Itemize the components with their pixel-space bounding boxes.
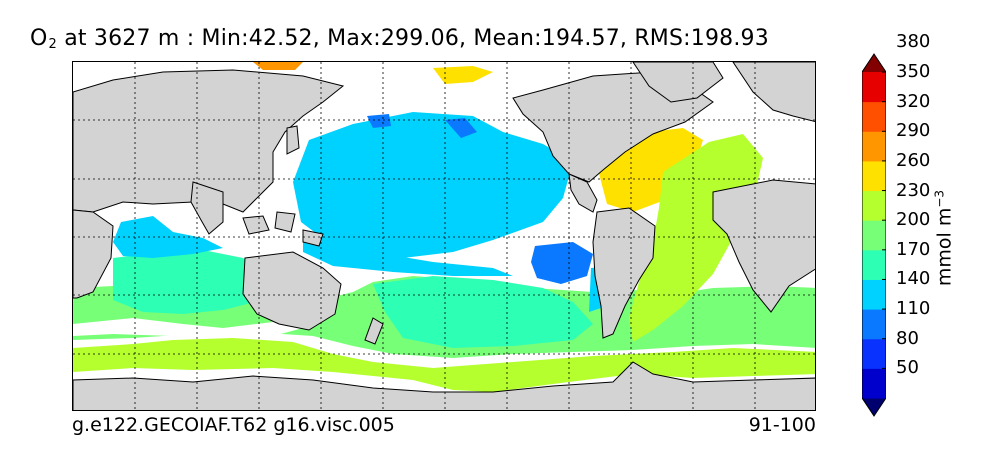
landmass-arctic-europe	[732, 62, 815, 123]
land-masses	[73, 62, 815, 410]
landmass-africa-east	[712, 179, 815, 313]
colorbar-tick-label: 230	[896, 179, 931, 201]
east-pacific-blue	[531, 242, 593, 284]
colorbar-extend-max	[862, 54, 886, 72]
title-variable: O	[30, 26, 48, 51]
case-name-label: g.e122.GECOIAF.T62 g16.visc.005	[72, 414, 395, 436]
plot-title: O2 at 3627 m : Min:42.52, Max:299.06, Me…	[30, 26, 769, 52]
landmass-africa-west	[73, 209, 114, 299]
colorbar	[862, 53, 886, 417]
landmass-greenland	[632, 62, 724, 103]
colorbar-tick-label: 380	[896, 31, 931, 53]
colorbar-segment	[862, 249, 886, 280]
southern-white-gap	[73, 318, 303, 338]
colorbar-segment	[862, 368, 886, 399]
southern-band-yellowgreen	[73, 338, 815, 392]
colorbar-extend-min	[862, 398, 886, 416]
colorbar-segment	[862, 220, 886, 251]
colorbar-segment	[862, 101, 886, 132]
title-subscript: 2	[48, 37, 58, 52]
landmass-central-america	[568, 173, 598, 213]
map-panel	[72, 61, 816, 411]
landmass-australia	[242, 251, 342, 331]
colorbar-tick-label: 110	[896, 298, 931, 320]
colorbar-tick-label: 290	[896, 120, 931, 142]
pacific-cyan	[293, 112, 573, 258]
colorbar-units-label: mmol m−3	[932, 190, 955, 286]
south-pacific-teal	[373, 276, 593, 348]
landmass-south-america	[592, 207, 656, 339]
colorbar-segment	[862, 279, 886, 310]
landmass-new-zealand	[364, 317, 384, 345]
arctic-yellow	[433, 66, 493, 84]
year-range-label: 91-100	[748, 414, 816, 436]
colorbar-tick-label: 140	[896, 268, 931, 290]
colorbar-segment	[862, 190, 886, 221]
colorbar-segments	[862, 54, 886, 416]
arctic-orange	[253, 62, 303, 70]
landmass-maritime-islands	[242, 211, 324, 247]
colorbar-tick-label: 170	[896, 238, 931, 260]
colorbar-segment	[862, 72, 886, 103]
units-exponent: −3	[932, 189, 947, 208]
landmass-eurasia	[73, 69, 345, 213]
colorbar-tick-label: 260	[896, 149, 931, 171]
landmass-antarctica	[73, 361, 815, 410]
colorbar-segment	[862, 309, 886, 340]
indian-ocean-teal	[113, 248, 273, 314]
colorbar-tick-label: 350	[896, 61, 931, 82]
atlantic-yellowgreen	[629, 134, 763, 342]
landmass-india	[190, 181, 224, 235]
colorbar-tick-label: 320	[896, 90, 931, 112]
colorbar-tick-label: 200	[896, 209, 931, 231]
colorbar-tick-label: 80	[896, 327, 919, 349]
colorbar-tick-label: 50	[896, 357, 919, 379]
landmass-japan	[286, 125, 300, 155]
units-text: mmol m	[933, 207, 956, 287]
south-pacific-cyan	[303, 232, 513, 276]
map-gridlines	[73, 62, 815, 410]
colorbar-outline	[862, 53, 886, 417]
ocean-oxygen-map	[73, 62, 815, 410]
colorbar-segment	[862, 131, 886, 162]
colorbar-segment	[862, 160, 886, 192]
colorbar-segment	[862, 338, 886, 369]
title-stats: at 3627 m : Min:42.52, Max:299.06, Mean:…	[57, 26, 769, 51]
